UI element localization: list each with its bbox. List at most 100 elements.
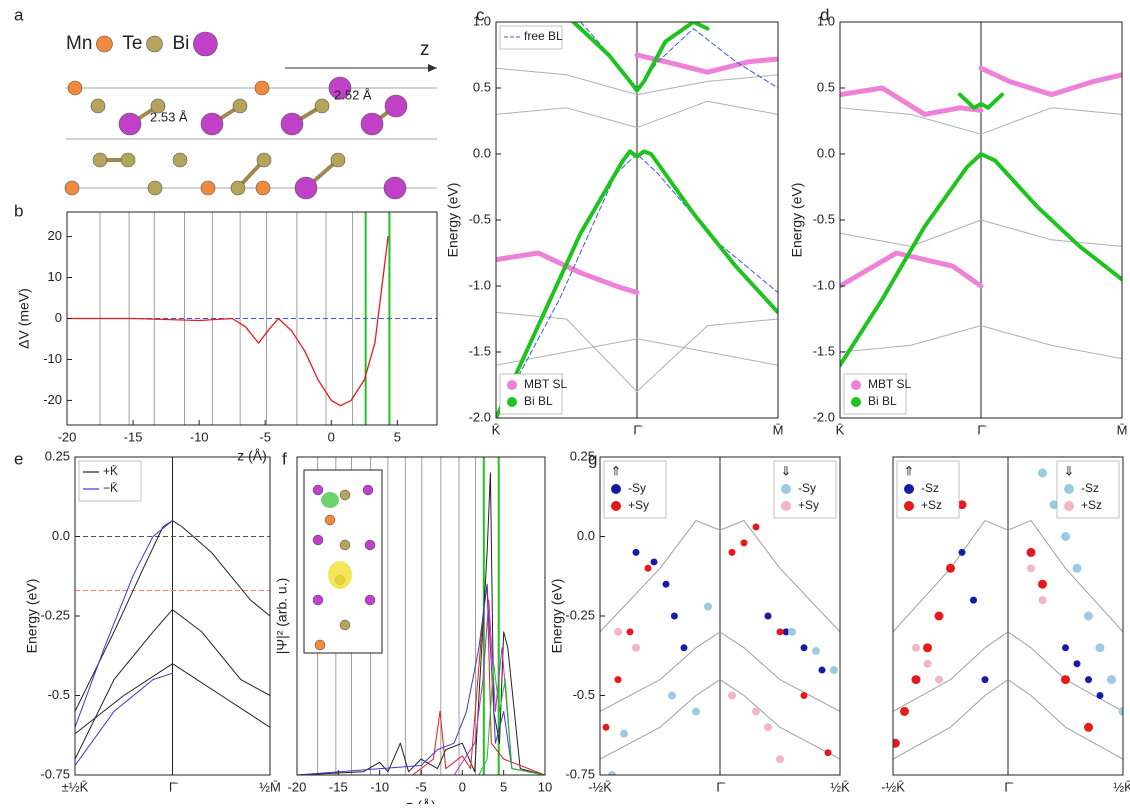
y-tick-label: 20 (48, 228, 62, 243)
legend-symbol (507, 380, 517, 390)
atom (280, 112, 304, 136)
data-point (740, 539, 748, 547)
inset-atom (339, 619, 351, 631)
x-tick-label: -15 (329, 779, 348, 794)
data-line (297, 583, 545, 775)
data-line (957, 92, 1005, 110)
y-tick-label: 0.0 (577, 528, 595, 543)
x-tick-label: ½K̄ (1113, 779, 1130, 794)
y-tick-label: -0.5 (813, 211, 835, 226)
inset-density (321, 492, 339, 508)
x-tick-label: 5 (500, 779, 507, 794)
data-line (75, 609, 270, 760)
atom (256, 152, 272, 168)
distance-label: 2.53 Å (150, 109, 188, 124)
legend-label: +Sy (628, 498, 649, 512)
data-line (840, 85, 984, 117)
legend-label: +Sy (798, 498, 819, 512)
data-point (1062, 644, 1069, 652)
legend-label: -Sz (921, 481, 939, 495)
legend-symbol (904, 501, 914, 511)
data-point (608, 771, 616, 775)
data-point (800, 644, 808, 652)
x-axis-label: z (Å) (406, 798, 436, 804)
data-point (752, 523, 760, 531)
data-point (893, 738, 900, 748)
legend-symbol (1064, 484, 1074, 494)
inset-atom (364, 594, 376, 606)
y-tick-label: -0.5 (469, 211, 491, 226)
data-point (1061, 532, 1070, 541)
x-tick-label: Γ̄ (716, 779, 725, 794)
legend-symbol (611, 484, 621, 494)
atom (254, 80, 270, 96)
legend-title: ⇑ (611, 463, 622, 478)
data-point (1084, 722, 1093, 732)
legend-label: Bi BL (868, 394, 897, 408)
y-tick-label: -0.5 (48, 687, 70, 702)
data-line (840, 107, 1122, 135)
y-tick-label: 0 (55, 310, 62, 325)
data-point (1084, 611, 1093, 621)
data-point (912, 643, 920, 652)
legend-symbol (851, 397, 861, 407)
data-line (600, 631, 840, 712)
x-tick-label: 5 (394, 429, 401, 444)
plot-area (67, 212, 437, 425)
inset-atom (312, 594, 324, 606)
x-tick-label: -½K̄ (881, 779, 905, 794)
data-point (1118, 706, 1123, 716)
data-line (600, 679, 840, 760)
plot-area (840, 22, 1122, 418)
plot-area (496, 22, 778, 418)
x-axis-label: z (Å) (237, 448, 267, 464)
y-tick-label: 1.0 (473, 13, 491, 28)
data-point (923, 659, 932, 668)
atom-legend-symbol (193, 31, 218, 57)
legend-box (499, 25, 563, 50)
y-axis-label: Energy (eV) (789, 183, 805, 258)
data-line (75, 520, 173, 728)
legend-label: MBT SL (868, 377, 911, 391)
legend-symbol (781, 484, 791, 494)
y-tick-label: -2.0 (813, 409, 835, 424)
data-line (978, 65, 1122, 98)
z-axis-label: z (420, 39, 430, 60)
data-point (776, 755, 784, 764)
data-line (75, 672, 173, 766)
y-tick-label: -0.25 (40, 607, 70, 622)
atom (360, 112, 384, 136)
data-point (981, 676, 989, 684)
atom (150, 98, 166, 114)
data-point (752, 707, 760, 716)
data-point (728, 548, 736, 556)
data-point (776, 628, 784, 636)
x-tick-label: 10 (538, 779, 552, 794)
data-point (764, 612, 772, 620)
y-axis-label: ΔV (meV) (16, 288, 32, 349)
legend-title: ⇓ (781, 463, 792, 478)
y-tick-label: 0.5 (817, 79, 835, 94)
x-tick-label: -15 (124, 429, 143, 444)
legend-label: -Sz (1081, 481, 1099, 495)
data-line (75, 663, 270, 735)
y-tick-label: -1.0 (813, 277, 835, 292)
data-point (1049, 500, 1059, 510)
inset-density (328, 561, 352, 589)
legend-label: free BL (524, 29, 563, 43)
legend-symbol (851, 380, 861, 390)
legend-symbol (507, 397, 517, 407)
x-tick-label: -5 (415, 779, 427, 794)
legend-label: -Sy (628, 481, 646, 495)
atom (90, 98, 106, 114)
data-point (900, 706, 909, 716)
atom (172, 152, 188, 168)
y-tick-label: -1.5 (469, 343, 491, 358)
data-point (911, 675, 921, 685)
legend-title: ⇑ (904, 463, 915, 478)
data-point (662, 580, 670, 588)
x-tick-label: -10 (370, 779, 389, 794)
atom-legend-symbol (146, 35, 163, 53)
x-tick-label: ±½K̄ (62, 779, 89, 794)
data-line (297, 583, 545, 775)
